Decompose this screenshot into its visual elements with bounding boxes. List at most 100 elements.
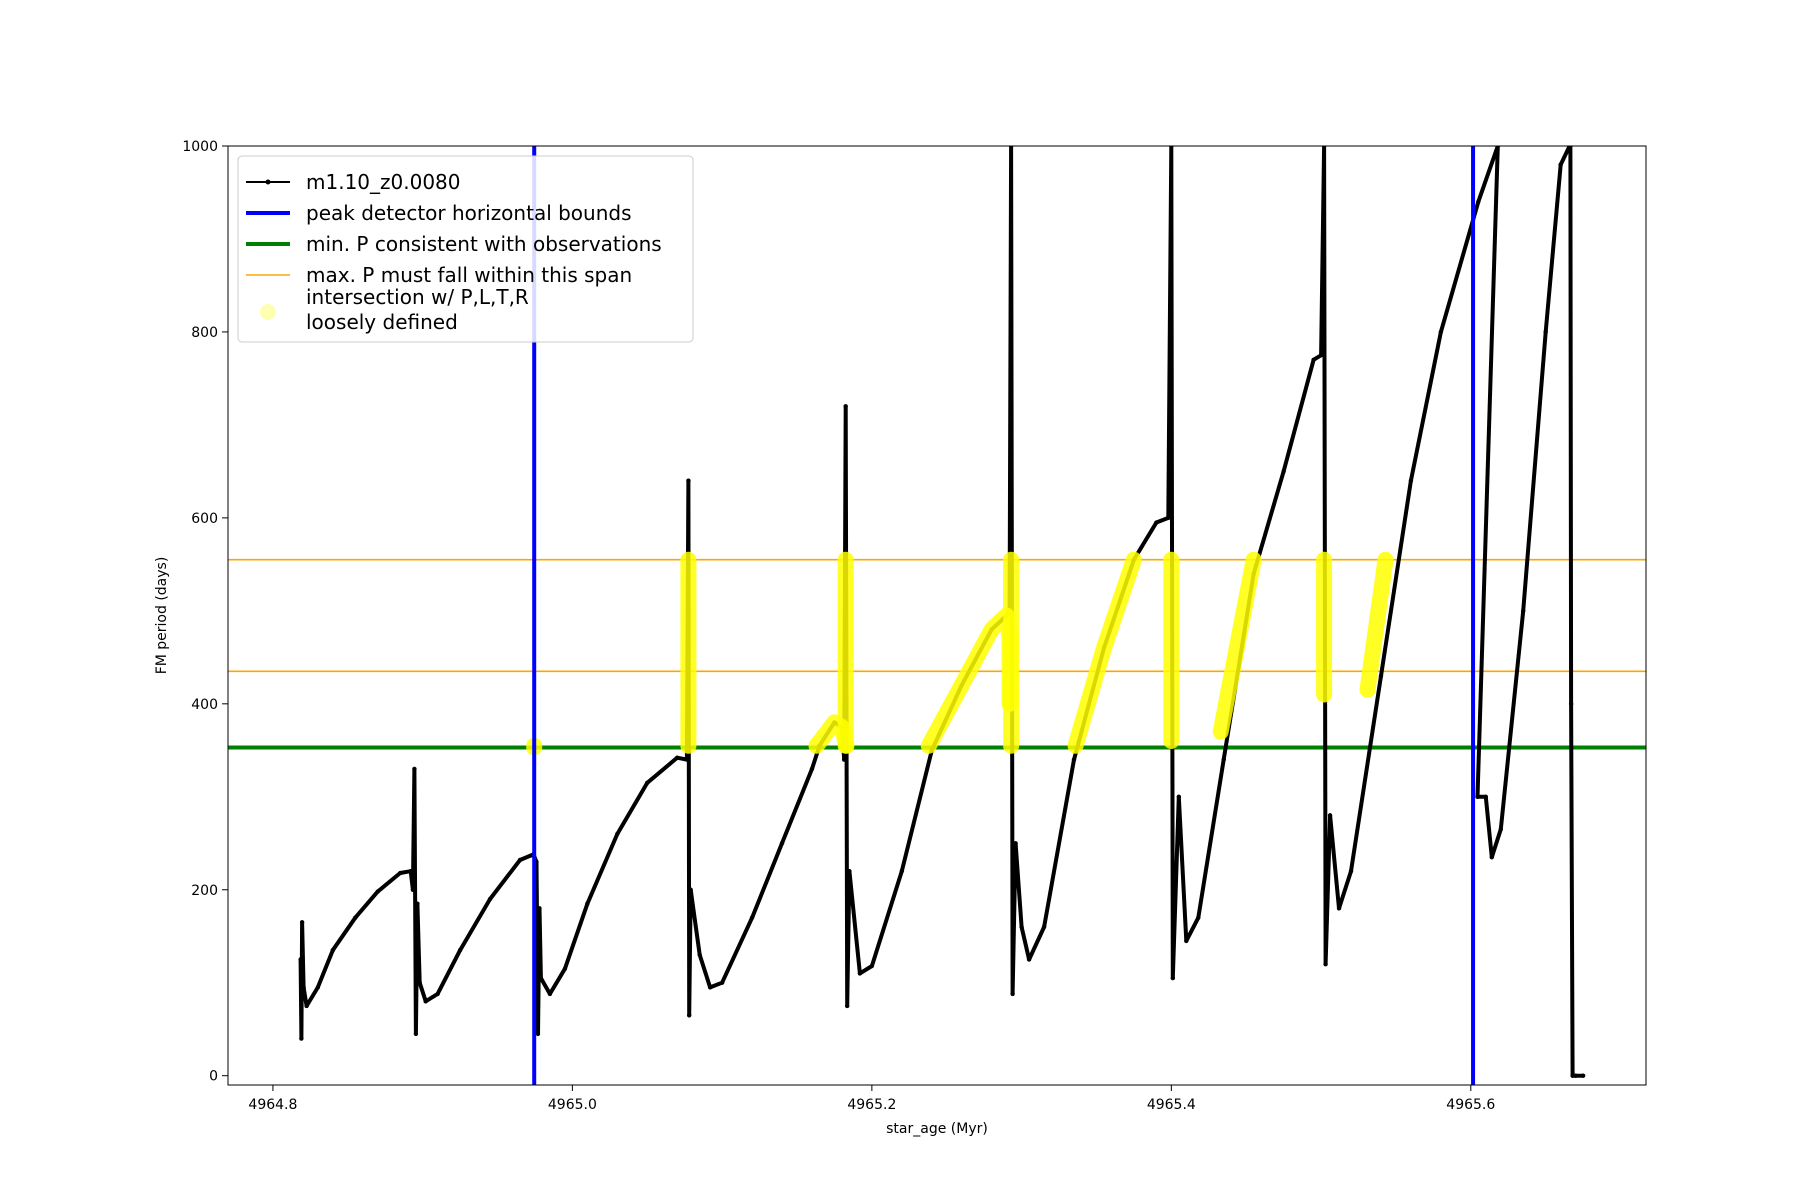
y-tick-label: 600 <box>191 511 218 527</box>
series-point <box>1498 827 1503 832</box>
axis-ticks: 4964.8 4965.0 4965.2 4965.4 4965.6 0 200 400 600… <box>182 139 1495 1113</box>
series-point <box>423 999 428 1004</box>
series-point <box>1321 146 1327 149</box>
series-point <box>435 991 440 997</box>
series-point <box>1026 957 1032 962</box>
series-point <box>375 889 380 894</box>
legend-label-5-line-2: loosely defined <box>306 310 458 334</box>
series-point <box>857 971 863 976</box>
series-point <box>843 404 848 409</box>
intersection-highlight-5 <box>920 607 1018 754</box>
x-axis-label: star_age (Myr) <box>886 1121 988 1137</box>
series-point <box>1176 794 1182 799</box>
series-point <box>412 766 417 772</box>
series-point <box>410 887 416 892</box>
series-point <box>1327 813 1333 818</box>
series-point <box>1281 469 1286 474</box>
series-point <box>847 868 852 874</box>
series-point <box>869 963 875 969</box>
legend-label-1: m1.10_z0.0080 <box>306 170 461 194</box>
series-point <box>417 980 422 985</box>
series-point <box>1558 162 1563 167</box>
legend-swatch-5 <box>260 304 276 320</box>
series-point <box>686 1013 692 1018</box>
series-point <box>899 868 905 874</box>
series-point <box>298 957 303 962</box>
series-point <box>535 1031 541 1037</box>
series-point <box>1221 757 1226 762</box>
y-tick-label: 0 <box>209 1069 218 1085</box>
series-point <box>1408 478 1414 483</box>
series-point <box>457 947 463 953</box>
series-point <box>1483 794 1488 799</box>
series-point <box>779 841 785 846</box>
series-point <box>1318 352 1324 358</box>
series-point <box>1580 1073 1586 1078</box>
y-tick-label: 200 <box>191 883 218 899</box>
x-tick-label: 4965.4 <box>1147 1097 1196 1113</box>
series-point <box>1008 146 1014 149</box>
series-point <box>1323 961 1328 967</box>
series-point <box>353 915 358 920</box>
series-point <box>707 985 713 990</box>
legend-label-5-line-1: intersection w/ P,L,T,R <box>306 285 529 309</box>
series-point <box>645 780 650 786</box>
series-point <box>688 887 693 892</box>
series-point <box>1019 924 1024 930</box>
series-point <box>675 755 680 760</box>
x-tick-label: 4965.2 <box>847 1097 896 1113</box>
series-point <box>1154 520 1159 525</box>
series-point <box>304 1003 309 1009</box>
series-point <box>1071 757 1077 762</box>
x-tick-label: 4965.0 <box>548 1097 597 1113</box>
x-tick-label: 4964.8 <box>248 1097 297 1113</box>
series-point <box>1543 329 1548 335</box>
series-point <box>562 966 568 971</box>
series-point <box>1568 146 1573 149</box>
series-point <box>1010 991 1015 997</box>
plot-area <box>228 146 1646 1085</box>
intersection-highlight-7 <box>1067 551 1142 754</box>
plot-frame <box>227 145 1647 1086</box>
intersection-highlight-11 <box>1359 551 1394 698</box>
series-point <box>538 975 544 981</box>
series-point <box>1378 673 1384 679</box>
series-point <box>749 915 755 920</box>
series-point <box>844 1003 850 1009</box>
y-tick-label: 800 <box>191 325 218 341</box>
legend-label-3: min. P consistent with observations <box>306 232 662 256</box>
series-point <box>1170 975 1176 981</box>
series-point <box>1568 701 1574 707</box>
series-point <box>1196 915 1201 920</box>
series-point <box>1041 924 1047 930</box>
series-point <box>684 757 690 762</box>
series-point <box>415 901 420 906</box>
series-point <box>299 920 305 925</box>
legend-box <box>237 155 694 343</box>
y-tick-label: 400 <box>191 697 218 713</box>
series-point <box>487 896 493 902</box>
legend-label-4: max. P must fall within this span <box>306 263 632 287</box>
series-point <box>413 1031 419 1037</box>
y-tick-label: 1000 <box>182 139 218 155</box>
series-point <box>1336 906 1342 911</box>
legend-label-2: peak detector horizontal bounds <box>306 201 632 225</box>
series-point <box>615 831 620 837</box>
series-point <box>1495 146 1500 149</box>
series-point <box>1184 938 1189 944</box>
y-axis-label: FM period (days) <box>154 557 170 675</box>
series-point <box>397 870 403 876</box>
series-point <box>1348 868 1354 874</box>
series-point <box>697 952 702 958</box>
series-point <box>517 857 523 863</box>
series-point <box>1311 357 1316 363</box>
series-point <box>1438 329 1444 335</box>
series-point <box>547 991 553 997</box>
series-point <box>1013 841 1018 846</box>
series-point <box>299 1036 304 1041</box>
series-point <box>408 868 413 874</box>
series-point <box>1475 794 1480 799</box>
series-point <box>1169 146 1174 149</box>
series-point <box>1521 608 1526 614</box>
